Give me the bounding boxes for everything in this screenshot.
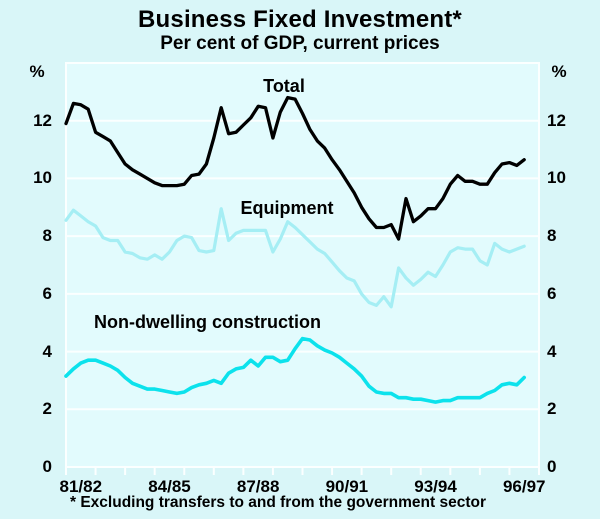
y-tick-label-left-2: 2 — [42, 399, 52, 419]
y-tick-label-left-4: 4 — [42, 341, 52, 361]
x-tick-label-84-85: 84/85 — [148, 477, 191, 496]
y-axis-unit-left: % — [29, 62, 45, 81]
y-tick-label-right-0: 0 — [547, 457, 557, 476]
line-series-total — [64, 95, 526, 241]
plot-area — [66, 63, 539, 467]
series-label-total: Total — [263, 76, 305, 96]
y-tick-label-left-0: 0 — [42, 457, 52, 476]
x-tick-label-90-91: 90/91 — [325, 477, 369, 496]
series-label-non-dwelling-construction: Non-dwelling construction — [94, 312, 321, 332]
y-tick-label-left-10: 10 — [33, 168, 52, 188]
x-tick-label-81-82: 81/82 — [59, 477, 103, 496]
x-tick-label-96-97: 96/97 — [502, 477, 546, 496]
line-series-equipment — [64, 207, 526, 309]
y-tick-label-left-12: 12 — [33, 110, 52, 130]
y-tick-label-right-6: 6 — [547, 283, 557, 303]
y-tick-label-left-8: 8 — [42, 226, 52, 246]
chart-footnote: * Excluding transfers to and from the go… — [70, 494, 486, 511]
x-tick-label-93-94: 93/94 — [414, 477, 457, 496]
y-tick-label-right-10: 10 — [547, 168, 566, 188]
y-tick-label-right-8: 8 — [547, 226, 557, 246]
line-series-non-dwelling-construction — [64, 336, 527, 404]
chart-subtitle: Per cent of GDP, current prices — [160, 33, 440, 54]
series-label-equipment: Equipment — [240, 198, 334, 218]
chart-title: Business Fixed Investment* — [138, 6, 462, 33]
y-tick-label-left-6: 6 — [42, 283, 52, 303]
y-tick-label-right-12: 12 — [547, 110, 566, 130]
y-tick-label-right-2: 2 — [547, 399, 557, 419]
x-tick-label-87-88: 87/88 — [236, 477, 280, 496]
y-axis-unit-right: % — [551, 62, 567, 81]
y-tick-label-right-4: 4 — [547, 341, 557, 361]
